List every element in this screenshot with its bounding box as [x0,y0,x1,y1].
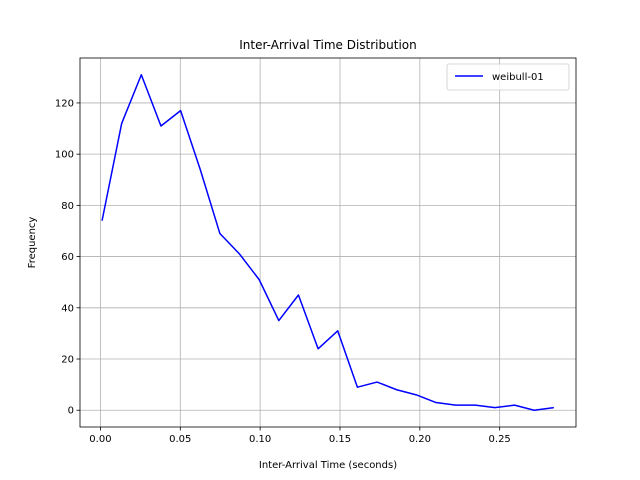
series-lines [101,74,554,411]
x-tick-label: 0.05 [169,434,191,445]
legend-label: weibull-01 [492,72,544,83]
x-tick-label: 0.25 [489,434,511,445]
series-line [101,74,554,411]
chart-title: Inter-Arrival Time Distribution [239,38,416,52]
y-tick-label: 80 [61,201,74,212]
x-axis-label: Inter-Arrival Time (seconds) [259,460,397,471]
x-tick-label: 0.10 [249,434,271,445]
legend: weibull-01 [446,63,570,91]
y-tick-label: 20 [61,355,74,366]
grid-lines [80,58,576,427]
x-tick-label: 0.20 [409,434,431,445]
y-tick-label: 0 [68,406,74,417]
y-tick-label: 100 [55,150,74,161]
y-tick-label: 120 [55,98,74,109]
x-tick-label: 0.15 [329,434,351,445]
y-tick-label: 40 [61,303,74,314]
plot-frame [79,57,577,428]
legend-box [446,63,570,91]
y-axis-ticks: 0 20 40 60 80 100 120 [55,98,80,417]
y-axis-label: Frequency [27,217,38,269]
x-axis-ticks: 0.00 0.05 0.10 0.15 0.20 0.25 [89,427,511,445]
x-tick-label: 0.00 [89,434,111,445]
y-tick-label: 60 [61,252,74,263]
